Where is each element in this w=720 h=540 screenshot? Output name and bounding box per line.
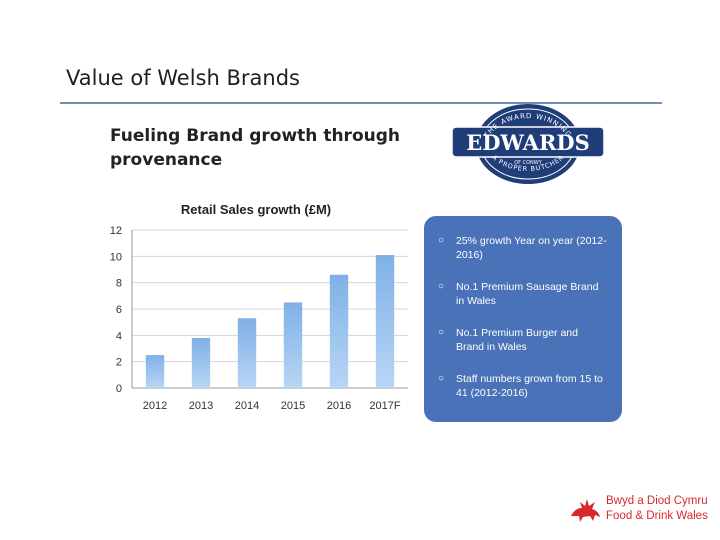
info-item: ○ No.1 Premium Burger and Brand in Wales — [438, 326, 608, 354]
info-item-text: 25% growth Year on year (2012-2016) — [456, 235, 607, 261]
title-divider — [60, 102, 662, 104]
chart-title: Retail Sales growth (£M) — [181, 202, 331, 217]
logo-brand-name: EDWARDS — [466, 130, 590, 155]
x-tick-label: 2015 — [281, 400, 305, 412]
y-tick-label: 4 — [116, 330, 122, 342]
info-item-text: No.1 Premium Sausage Brand in Wales — [456, 281, 599, 307]
y-tick-label: 6 — [116, 304, 122, 316]
y-tick-label: 10 — [110, 251, 122, 263]
bullet-icon: ○ — [438, 235, 445, 246]
x-tick-label: 2017F — [369, 400, 400, 412]
welsh-dragon-icon — [571, 499, 600, 522]
y-tick-label: 12 — [110, 225, 122, 237]
info-item-text: Staff numbers grown from 15 to 41 (2012-… — [456, 373, 603, 399]
x-tick-label: 2013 — [189, 400, 213, 412]
bullet-icon: ○ — [438, 327, 445, 338]
bar-2015 — [283, 302, 303, 388]
bar-2012 — [145, 355, 165, 388]
info-item-text: No.1 Premium Burger and Brand in Wales — [456, 327, 578, 353]
info-item: ○ No.1 Premium Sausage Brand in Wales — [438, 280, 608, 308]
bar-2017F — [375, 255, 395, 388]
slide-title: Value of Welsh Brands — [66, 66, 300, 90]
info-list: ○ 25% growth Year on year (2012-2016) ○ No.… — [424, 216, 622, 400]
bullet-icon: ○ — [438, 373, 445, 384]
brand-line-english: Food & Drink Wales — [606, 510, 708, 522]
retail-sales-chart: Retail Sales growth (£M) 0 2 4 6 8 10 12 2012 2… — [110, 202, 408, 412]
x-tick-label: 2012 — [143, 400, 167, 412]
x-tick-label: 2014 — [235, 400, 259, 412]
food-drink-wales-brand: Bwyd a Diod Cymru Food & Drink Wales — [566, 494, 708, 526]
x-tick-label: 2016 — [327, 400, 351, 412]
slide-subtitle: Fueling Brand growth through provenance — [110, 126, 400, 170]
info-item: ○ Staff numbers grown from 15 to 41 (2012… — [438, 372, 608, 400]
bar-2016 — [329, 274, 349, 388]
info-panel: ○ 25% growth Year on year (2012-2016) ○ No.… — [424, 216, 622, 422]
bar-2014 — [237, 318, 257, 388]
info-item: ○ 25% growth Year on year (2012-2016) — [438, 234, 608, 262]
bar-2013 — [191, 337, 211, 388]
y-tick-label: 8 — [116, 278, 122, 290]
logo-middle-text: OF CONWY — [514, 160, 543, 166]
bullet-icon: ○ — [438, 281, 445, 292]
brand-line-welsh: Bwyd a Diod Cymru — [606, 495, 708, 507]
y-tick-label: 0 — [116, 383, 122, 395]
edwards-logo: THE AWARD WINNING EDWARDS OF CONWY A PRO… — [451, 104, 605, 184]
y-tick-label: 2 — [116, 357, 122, 369]
